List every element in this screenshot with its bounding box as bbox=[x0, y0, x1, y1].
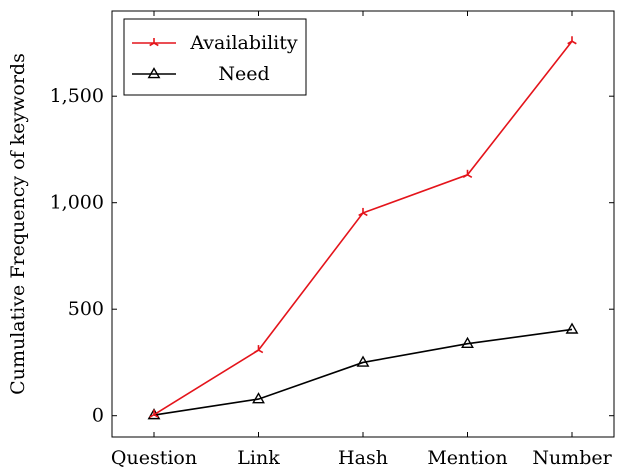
x-tick-label: Hash bbox=[338, 447, 388, 469]
data-point-availability bbox=[358, 207, 368, 217]
legend-label-need: Need bbox=[218, 63, 269, 85]
x-tick-label: Number bbox=[532, 447, 612, 469]
legend-marker-availability-arm bbox=[149, 42, 155, 47]
legend: Availability Need bbox=[123, 18, 307, 96]
y-axis-title: Cumulative Frequency of keywords bbox=[7, 53, 29, 395]
legend-marker-availability bbox=[149, 38, 159, 47]
data-point-availability bbox=[462, 169, 473, 178]
y-tick-label: 500 bbox=[68, 298, 104, 320]
data-point-availability-arm bbox=[153, 413, 159, 418]
data-point-availability-arm bbox=[253, 349, 259, 354]
legend-label-availability: Availability bbox=[189, 32, 298, 54]
legend-box bbox=[123, 18, 307, 96]
data-point-availability bbox=[253, 345, 264, 354]
data-point-availability-arm bbox=[258, 349, 264, 354]
data-point-availability bbox=[567, 36, 577, 45]
data-point-need bbox=[356, 355, 370, 367]
data-point-availability-arm bbox=[462, 174, 468, 178]
series-line-need bbox=[153, 328, 573, 416]
data-point-availability-arm bbox=[467, 174, 473, 178]
x-tick-label: Question bbox=[111, 447, 197, 469]
data-point-availability-arm bbox=[358, 212, 364, 217]
y-tick-label: 1,500 bbox=[50, 85, 104, 107]
x-tick-label: Link bbox=[237, 447, 280, 469]
data-point-availability-arm bbox=[362, 212, 368, 217]
x-tick-label: Mention bbox=[427, 447, 507, 469]
legend-marker-availability-arm bbox=[153, 42, 159, 47]
data-point-availability bbox=[149, 409, 159, 418]
legend-marker-need bbox=[147, 67, 161, 79]
data-point-availability-arm bbox=[567, 40, 573, 45]
data-point-availability-arm bbox=[149, 413, 155, 418]
data-point-need bbox=[147, 408, 161, 420]
y-tick-label: 0 bbox=[92, 405, 104, 427]
series-layer bbox=[147, 36, 579, 420]
series-line-availability bbox=[153, 40, 573, 416]
data-point-availability-arm bbox=[571, 40, 577, 45]
y-tick-label: 1,000 bbox=[50, 192, 104, 214]
tick-layer: Question Link Hash Mention Number 0 500 1,000 1,… bbox=[50, 11, 614, 469]
data-point-need bbox=[565, 322, 579, 334]
data-point-need bbox=[252, 392, 265, 404]
data-point-need bbox=[461, 336, 474, 348]
